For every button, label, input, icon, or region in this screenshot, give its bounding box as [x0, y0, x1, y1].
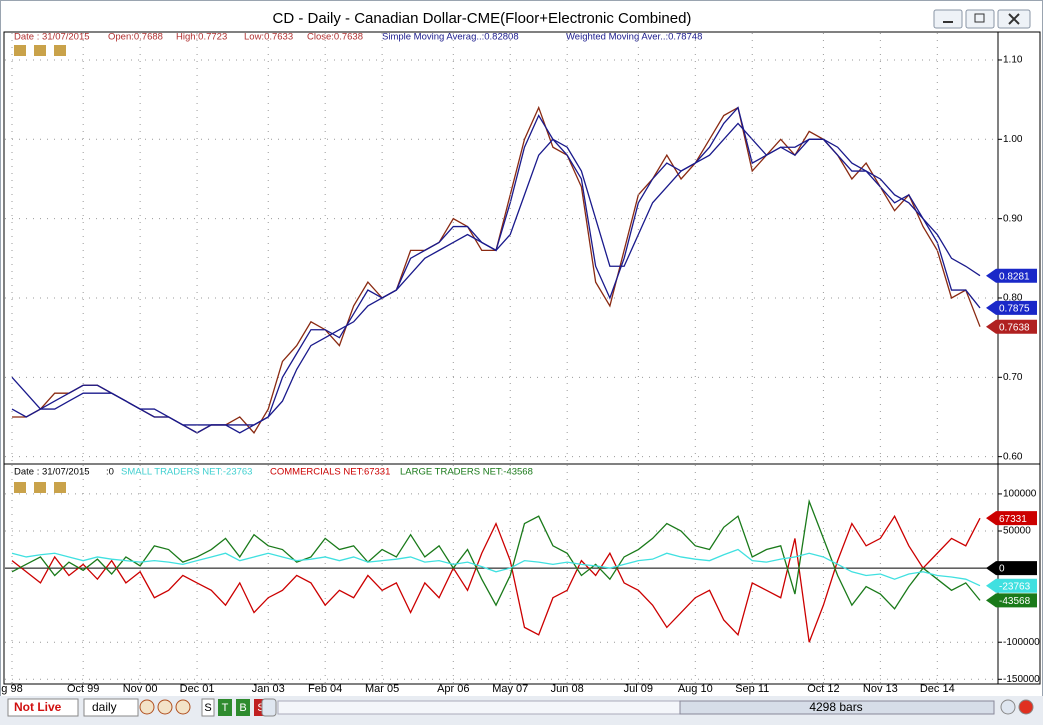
plot-area	[5, 465, 998, 683]
tool-icon[interactable]	[54, 482, 66, 493]
x-tick-label: Nov 00	[123, 683, 158, 695]
value-tag	[986, 511, 1037, 526]
s-button[interactable]	[201, 698, 215, 717]
tool-icon[interactable]	[14, 45, 26, 56]
info-low: Low:0.7633	[244, 32, 293, 43]
minimize-button[interactable]	[933, 9, 963, 29]
y-tick-label: 0.90	[1003, 213, 1023, 224]
tool-icon[interactable]	[34, 482, 46, 493]
x-tick-label: Dec 14	[920, 683, 955, 695]
lower-info: Date : 31/07/2015 :0 SMALL TRADERS NET:-…	[14, 467, 533, 478]
x-tick-label: Nov 13	[863, 683, 898, 695]
info-high: High:0.7723	[176, 32, 227, 43]
live-box[interactable]	[7, 698, 79, 717]
zoom-button[interactable]	[157, 699, 173, 715]
value-tag	[986, 300, 1037, 315]
x-tick-label: Jul 09	[624, 683, 653, 695]
button-label: T	[222, 702, 229, 714]
x-tick-label: Feb 04	[308, 683, 342, 695]
x-tick-label: Apr 06	[437, 683, 469, 695]
restore-icon	[974, 13, 985, 23]
value-tag-label: -43568	[999, 596, 1031, 607]
x-tick-label: Oct 12	[807, 683, 839, 695]
value-tag	[986, 578, 1037, 593]
info-date: Date : 31/07/2015	[14, 32, 90, 43]
nav-button[interactable]	[1000, 699, 1016, 715]
value-tag	[986, 319, 1037, 334]
x-tick-label: Sep 11	[735, 683, 769, 695]
y-tick-label: 0.70	[1003, 372, 1023, 383]
value-tag-label: 67331	[999, 514, 1027, 525]
period: daily	[92, 700, 117, 714]
zoom-button[interactable]	[175, 699, 191, 715]
y-tick-label: 0.80	[1003, 293, 1023, 304]
x-tick-label: Jun 08	[551, 683, 584, 695]
chart-frame	[3, 31, 1041, 685]
plot-area	[5, 59, 998, 458]
close-icon	[1008, 13, 1020, 25]
window-title: CD - Daily - Canadian Dollar-CME(Floor+E…	[273, 10, 692, 27]
tool-icon[interactable]	[54, 45, 66, 56]
info-open: Open:0.7688	[108, 32, 163, 43]
x-tick-label: Dec 01	[180, 683, 215, 695]
value-tag	[986, 593, 1037, 608]
button-label: S	[257, 702, 264, 714]
info-large: LARGE TRADERS NET:-43568	[400, 467, 533, 478]
t-button[interactable]	[218, 699, 232, 716]
series-line	[11, 498, 981, 610]
tool-icon[interactable]	[34, 45, 46, 56]
series-line	[11, 514, 981, 643]
y-tick-label: 1.00	[1003, 134, 1023, 145]
info-close: Close:0.7638	[307, 32, 363, 43]
y-tick-label: 1.10	[1003, 55, 1023, 66]
scroll-thumb[interactable]	[679, 700, 995, 715]
info-commercials: COMMERCIALS NET:67331	[270, 467, 390, 478]
value-tag-label: -23763	[999, 581, 1031, 592]
info-small: SMALL TRADERS NET:-23763	[121, 467, 252, 478]
value-tag-label: 0.7638	[999, 322, 1030, 333]
y-tick-label: 50000	[1003, 526, 1031, 537]
record-button[interactable]	[1018, 699, 1034, 715]
value-tag	[986, 268, 1037, 283]
x-tick-label: g 98	[1, 683, 22, 695]
status-bar: Not Live daily S T B S 4298 bars	[0, 696, 1043, 725]
bar-count: 4298 bars	[809, 700, 862, 714]
y-tick-label: 0.60	[1003, 451, 1023, 462]
x-tick-label: Jan 03	[252, 683, 285, 695]
value-tag-label: 0.8281	[999, 271, 1030, 282]
zoom-button[interactable]	[139, 699, 155, 715]
x-tick-label: Aug 10	[678, 683, 713, 695]
x-tick-label: Oct 99	[67, 683, 99, 695]
live-status: Not Live	[14, 700, 62, 714]
value-tag	[986, 561, 1037, 576]
series-line	[11, 106, 981, 434]
info-zero: :0	[106, 467, 114, 478]
y-tick-label: 100000	[1003, 489, 1037, 500]
series-line	[11, 548, 981, 587]
window-buttons	[933, 9, 1031, 29]
scroll-left[interactable]	[261, 698, 277, 717]
value-tag-label: 0	[999, 564, 1005, 575]
x-tick-label: Mar 05	[365, 683, 399, 695]
y-tick-label: -100000	[1003, 637, 1040, 648]
button-label: S	[204, 702, 211, 714]
button-label: B	[239, 702, 246, 714]
restore-button[interactable]	[965, 9, 995, 29]
info-sma: Simple Moving Averag..:0.82808	[382, 32, 519, 43]
info-date: Date : 31/07/2015	[14, 467, 90, 478]
period-box[interactable]	[83, 698, 139, 717]
info-wma: Weighted Moving Aver..:0.78748	[566, 32, 702, 43]
x-tick-label: May 07	[492, 683, 528, 695]
value-tag-label: 0.7875	[999, 304, 1030, 315]
plots: 0.60 0.70 0.80 0.90 1.00 1.10 0.7638 0.8281 0.78…	[1, 33, 1040, 695]
tool-icon[interactable]	[14, 482, 26, 493]
upper-info: Date : 31/07/2015 Open:0.7688 High:0.772…	[14, 32, 702, 43]
b-button[interactable]	[236, 699, 250, 716]
y-tick-label: -150000	[1003, 674, 1040, 685]
upper-tools	[14, 45, 66, 493]
